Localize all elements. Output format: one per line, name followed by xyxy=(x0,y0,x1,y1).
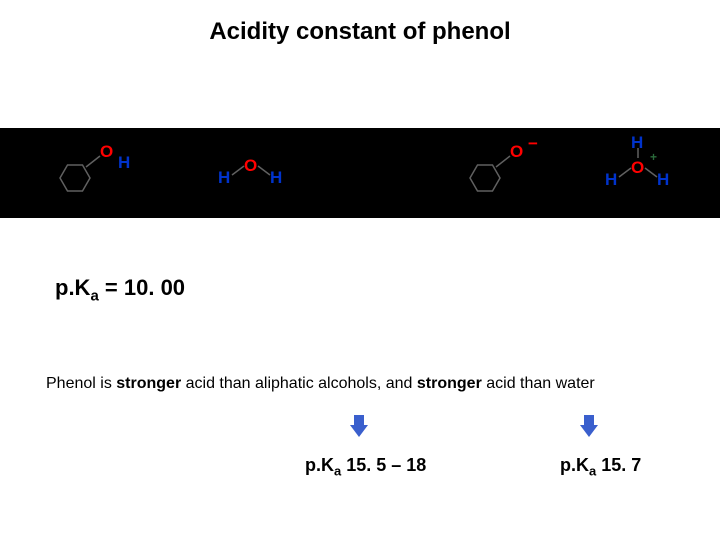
arrow-right-icon xyxy=(580,415,598,437)
pka-water: p.Ka 15. 7 xyxy=(560,455,641,479)
page-title: Acidity constant of phenol xyxy=(0,18,720,46)
pka-alcohols: p.Ka 15. 5 – 18 xyxy=(305,455,426,479)
stmt-b1: stronger xyxy=(116,375,181,392)
pka-water-prefix: p.K xyxy=(560,455,589,475)
pka-main-sub: a xyxy=(90,287,98,304)
stmt-t1: Phenol is xyxy=(46,375,116,392)
stmt-t2: acid than aliphatic alcohols, and xyxy=(181,375,417,392)
pka-main-prefix: p.K xyxy=(55,275,90,300)
stmt-t3: acid than water xyxy=(482,375,595,392)
comparison-statement: Phenol is stronger acid than aliphatic a… xyxy=(46,375,700,393)
pka-main: p.Ka = 10. 00 xyxy=(55,275,185,304)
arrow-right-path xyxy=(580,415,598,437)
stmt-b2: stronger xyxy=(417,375,482,392)
pka-main-suffix: = 10. 00 xyxy=(99,275,185,300)
pka-alc-suffix: 15. 5 – 18 xyxy=(341,455,426,475)
arrow-left-path xyxy=(350,415,368,437)
arrow-left-icon xyxy=(350,415,368,437)
pka-alc-prefix: p.K xyxy=(305,455,334,475)
pka-water-suffix: 15. 7 xyxy=(596,455,641,475)
